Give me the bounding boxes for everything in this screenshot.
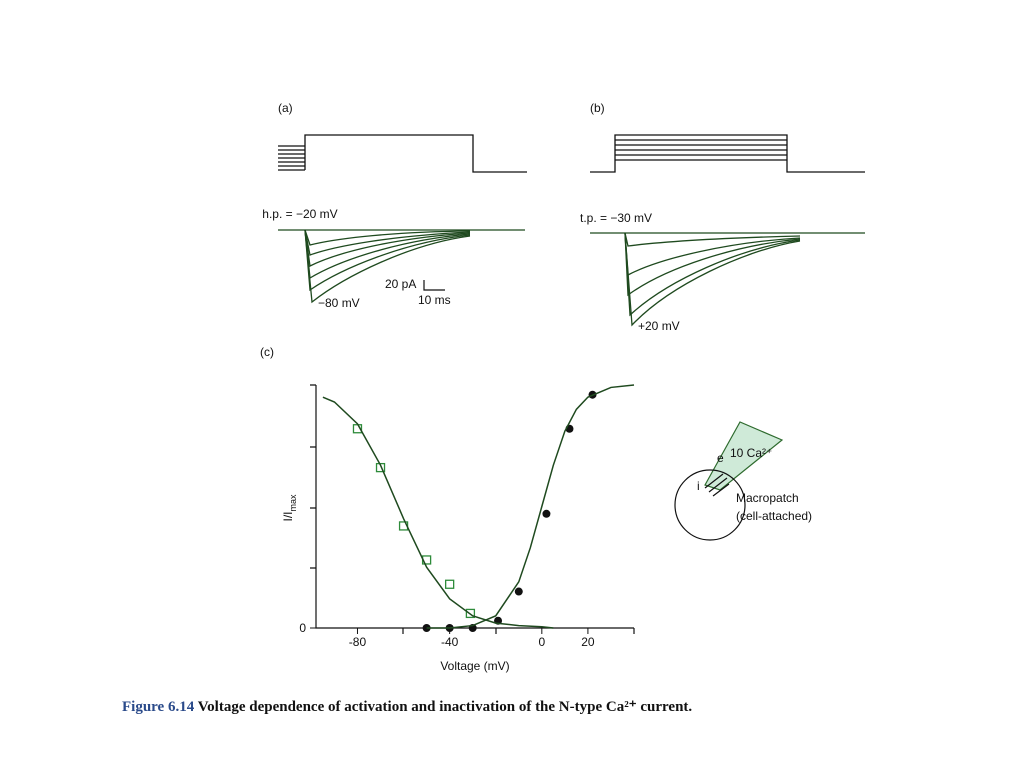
panel-label: (b): [590, 101, 605, 115]
trace-label: t.p. = −30 mV: [580, 211, 652, 225]
inset-label: Macropatch: [736, 491, 799, 505]
x-tick-label: -80: [349, 635, 367, 649]
protocol-b: [590, 134, 865, 173]
scale-label: 20 pA: [385, 277, 416, 291]
x-tick-label: 20: [581, 635, 595, 649]
y-axis-label-sub: max: [288, 494, 298, 512]
y-axis-label-main: I/I: [281, 512, 295, 522]
caption: Figure 6.14 Voltage dependence of activa…: [122, 699, 692, 715]
fit-curve: [322, 396, 554, 629]
inset-label: i: [697, 479, 700, 493]
axes: [310, 384, 635, 634]
current-traces-a: [278, 229, 525, 304]
panel-label: (a): [278, 101, 293, 115]
data-point: [542, 509, 551, 518]
data-point: [514, 587, 523, 596]
inset-diagram: [674, 421, 784, 541]
fit-curve: [426, 384, 635, 629]
x-axis-label: Voltage (mV): [440, 659, 509, 673]
scale-label: 10 ms: [418, 293, 451, 307]
data-point: [445, 579, 455, 589]
caption-text: Voltage dependence of activation and ina…: [198, 699, 693, 715]
current-traces-b: [590, 232, 865, 327]
trace-label: −80 mV: [318, 296, 360, 310]
y-tick-label: 0: [299, 621, 306, 635]
caption-number: Figure 6.14: [122, 699, 195, 715]
x-tick-label: 0: [538, 635, 545, 649]
x-tick-label: -40: [441, 635, 459, 649]
trace-label: h.p. = −20 mV: [262, 207, 337, 221]
inset-label: (cell-attached): [736, 509, 812, 523]
y-axis-label: I/Imax: [281, 494, 298, 522]
trace-label: +20 mV: [638, 319, 680, 333]
data-point: [375, 462, 386, 473]
inset-label: 10 Ca²⁺: [730, 446, 772, 460]
panel-label: (c): [260, 345, 274, 359]
protocol-a: [278, 134, 527, 173]
inset-label: e: [717, 451, 724, 465]
scale-bar: [423, 280, 445, 291]
